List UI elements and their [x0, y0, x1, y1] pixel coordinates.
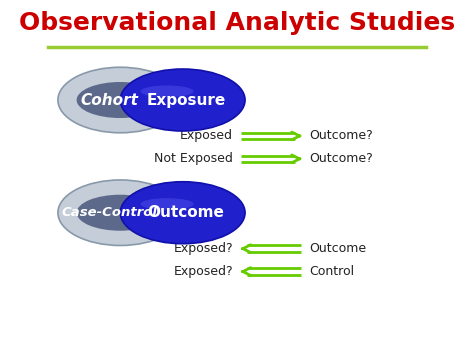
Text: Exposure: Exposure: [146, 93, 226, 108]
Ellipse shape: [141, 198, 193, 210]
Ellipse shape: [77, 82, 164, 118]
Text: Observational Analytic Studies: Observational Analytic Studies: [19, 11, 455, 34]
Text: Not Exposed: Not Exposed: [154, 152, 233, 165]
Text: Exposed?: Exposed?: [173, 242, 233, 255]
Ellipse shape: [141, 86, 193, 97]
Text: Exposed?: Exposed?: [173, 265, 233, 278]
Ellipse shape: [58, 180, 182, 245]
Text: Control: Control: [310, 265, 355, 278]
Ellipse shape: [120, 69, 245, 131]
Ellipse shape: [58, 67, 182, 133]
Text: Cohort: Cohort: [80, 93, 138, 108]
Ellipse shape: [77, 195, 164, 231]
Text: Exposed: Exposed: [180, 130, 233, 142]
Ellipse shape: [120, 182, 245, 244]
Text: Outcome: Outcome: [310, 242, 366, 255]
Text: Outcome: Outcome: [147, 205, 224, 220]
Text: Outcome?: Outcome?: [310, 152, 373, 165]
Text: Outcome?: Outcome?: [310, 130, 373, 142]
Text: Case-Control: Case-Control: [61, 206, 157, 219]
